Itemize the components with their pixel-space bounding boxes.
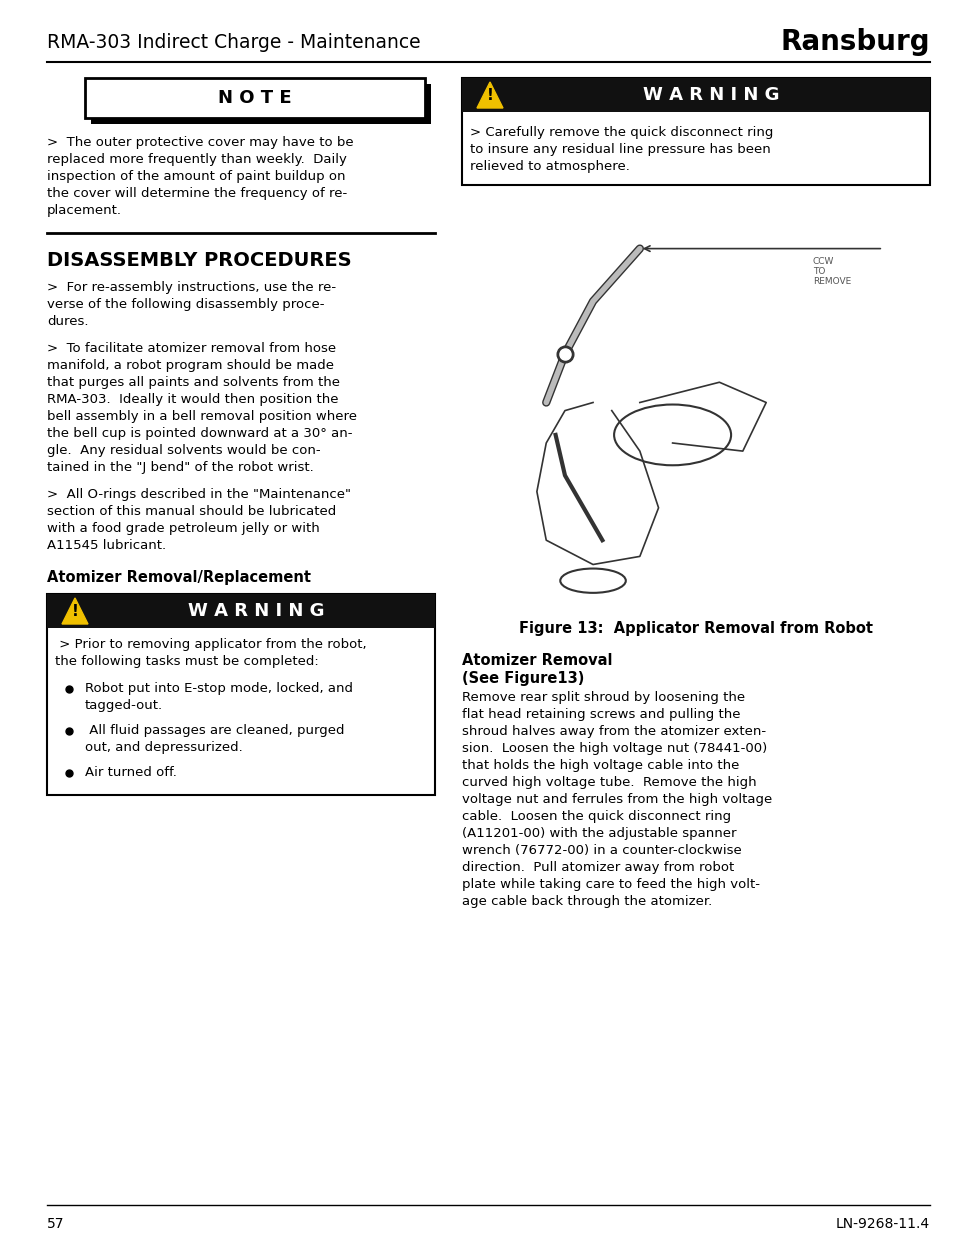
- Text: manifold, a robot program should be made: manifold, a robot program should be made: [47, 359, 334, 372]
- Text: the bell cup is pointed downward at a 30° an-: the bell cup is pointed downward at a 30…: [47, 427, 352, 440]
- Text: tagged-out.: tagged-out.: [85, 699, 163, 713]
- Text: bell assembly in a bell removal position where: bell assembly in a bell removal position…: [47, 410, 356, 424]
- Text: All fluid passages are cleaned, purged: All fluid passages are cleaned, purged: [85, 724, 344, 737]
- Text: age cable back through the atomizer.: age cable back through the atomizer.: [461, 895, 712, 908]
- Text: dures.: dures.: [47, 315, 89, 329]
- Polygon shape: [476, 82, 502, 107]
- Text: sion.  Loosen the high voltage nut (78441-00): sion. Loosen the high voltage nut (78441…: [461, 742, 766, 755]
- Text: W A R N I N G: W A R N I N G: [188, 601, 324, 620]
- Text: shroud halves away from the atomizer exten-: shroud halves away from the atomizer ext…: [461, 725, 765, 739]
- Bar: [85, 78, 424, 119]
- Text: placement.: placement.: [47, 204, 122, 217]
- Text: !: !: [486, 88, 493, 103]
- Text: flat head retaining screws and pulling the: flat head retaining screws and pulling t…: [461, 708, 740, 721]
- Text: >  The outer protective cover may have to be: > The outer protective cover may have to…: [47, 136, 354, 149]
- Text: Robot put into E-stop mode, locked, and: Robot put into E-stop mode, locked, and: [85, 682, 353, 695]
- Text: LN-9268-11.4: LN-9268-11.4: [835, 1216, 929, 1231]
- Text: Ransburg: Ransburg: [780, 28, 929, 56]
- Text: > Prior to removing applicator from the robot,: > Prior to removing applicator from the …: [55, 638, 366, 651]
- Bar: [47, 594, 435, 629]
- Text: inspection of the amount of paint buildup on: inspection of the amount of paint buildu…: [47, 170, 345, 183]
- Text: curved high voltage tube.  Remove the high: curved high voltage tube. Remove the hig…: [461, 776, 756, 789]
- Ellipse shape: [559, 568, 625, 593]
- Text: section of this manual should be lubricated: section of this manual should be lubrica…: [47, 505, 335, 517]
- Text: the following tasks must be completed:: the following tasks must be completed:: [55, 655, 318, 668]
- Text: CCW
TO
REMOVE: CCW TO REMOVE: [812, 257, 850, 287]
- Text: cable.  Loosen the quick disconnect ring: cable. Loosen the quick disconnect ring: [461, 810, 730, 823]
- Text: W A R N I N G: W A R N I N G: [642, 86, 779, 104]
- Polygon shape: [62, 598, 88, 624]
- Text: Air turned off.: Air turned off.: [85, 766, 176, 779]
- Text: 57: 57: [47, 1216, 65, 1231]
- Text: > Carefully remove the quick disconnect ring: > Carefully remove the quick disconnect …: [470, 126, 773, 140]
- Text: that holds the high voltage cable into the: that holds the high voltage cable into t…: [461, 760, 739, 772]
- Bar: [47, 594, 435, 795]
- Text: with a food grade petroleum jelly or with: with a food grade petroleum jelly or wit…: [47, 522, 319, 535]
- Bar: [461, 78, 929, 112]
- Text: N O T E: N O T E: [218, 89, 292, 107]
- Bar: [461, 78, 929, 185]
- Ellipse shape: [614, 405, 730, 466]
- Text: relieved to atmosphere.: relieved to atmosphere.: [470, 161, 629, 173]
- Text: wrench (76772-00) in a counter-clockwise: wrench (76772-00) in a counter-clockwise: [461, 844, 741, 857]
- Text: to insure any residual line pressure has been: to insure any residual line pressure has…: [470, 143, 770, 156]
- Text: RMA-303.  Ideally it would then position the: RMA-303. Ideally it would then position …: [47, 393, 338, 406]
- Text: Figure 13:  Applicator Removal from Robot: Figure 13: Applicator Removal from Robot: [518, 621, 872, 636]
- Text: direction.  Pull atomizer away from robot: direction. Pull atomizer away from robot: [461, 861, 734, 874]
- Text: (See Figure13): (See Figure13): [461, 671, 584, 685]
- Text: Remove rear split shroud by loosening the: Remove rear split shroud by loosening th…: [461, 692, 744, 704]
- Bar: [91, 84, 431, 124]
- Text: Atomizer Removal: Atomizer Removal: [461, 653, 612, 668]
- Text: A11545 lubricant.: A11545 lubricant.: [47, 538, 166, 552]
- Text: plate while taking care to feed the high volt-: plate while taking care to feed the high…: [461, 878, 760, 890]
- Text: Atomizer Removal/Replacement: Atomizer Removal/Replacement: [47, 571, 311, 585]
- Text: gle.  Any residual solvents would be con-: gle. Any residual solvents would be con-: [47, 445, 320, 457]
- Text: replaced more frequently than weekly.  Daily: replaced more frequently than weekly. Da…: [47, 153, 347, 165]
- Text: >  All O-rings described in the "Maintenance": > All O-rings described in the "Maintena…: [47, 488, 351, 501]
- Text: out, and depressurized.: out, and depressurized.: [85, 741, 242, 755]
- Text: >  To facilitate atomizer removal from hose: > To facilitate atomizer removal from ho…: [47, 342, 335, 354]
- Text: tained in the "J bend" of the robot wrist.: tained in the "J bend" of the robot wris…: [47, 461, 314, 474]
- Text: RMA-303 Indirect Charge - Maintenance: RMA-303 Indirect Charge - Maintenance: [47, 32, 420, 52]
- Text: DISASSEMBLY PROCEDURES: DISASSEMBLY PROCEDURES: [47, 251, 352, 270]
- Text: that purges all paints and solvents from the: that purges all paints and solvents from…: [47, 375, 339, 389]
- Text: the cover will determine the frequency of re-: the cover will determine the frequency o…: [47, 186, 347, 200]
- Text: >  For re-assembly instructions, use the re-: > For re-assembly instructions, use the …: [47, 282, 335, 294]
- Text: voltage nut and ferrules from the high voltage: voltage nut and ferrules from the high v…: [461, 793, 771, 806]
- Text: !: !: [71, 604, 78, 619]
- Text: verse of the following disassembly proce-: verse of the following disassembly proce…: [47, 298, 324, 311]
- Text: (A11201-00) with the adjustable spanner: (A11201-00) with the adjustable spanner: [461, 827, 736, 840]
